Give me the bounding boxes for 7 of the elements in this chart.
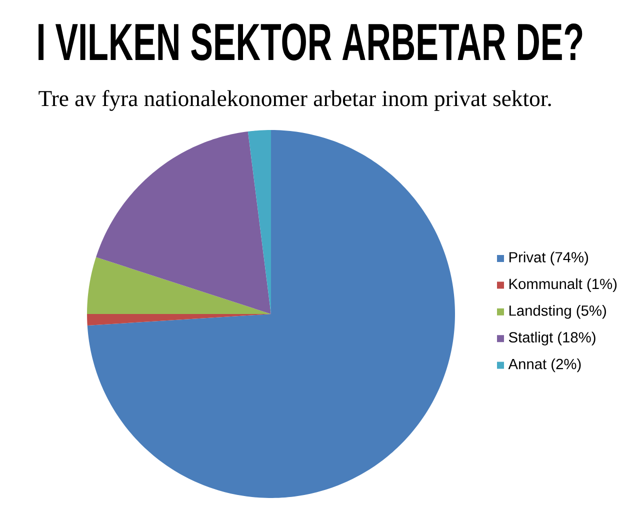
legend-label: Kommunalt (1%) — [509, 278, 617, 292]
legend-label: Annat (2%) — [508, 358, 581, 372]
legend-label: Statligt (18%) — [508, 332, 596, 346]
chart-subtitle: Tre av fyra nationalekonomer arbetar inom privat sektor. — [38, 90, 551, 111]
chart-title: I VILKEN SEKTOR ARBETAR DE? — [38, 24, 582, 60]
legend-label: Landsting (5%) — [509, 305, 606, 319]
legend-label: Privat (74%) — [509, 252, 588, 266]
